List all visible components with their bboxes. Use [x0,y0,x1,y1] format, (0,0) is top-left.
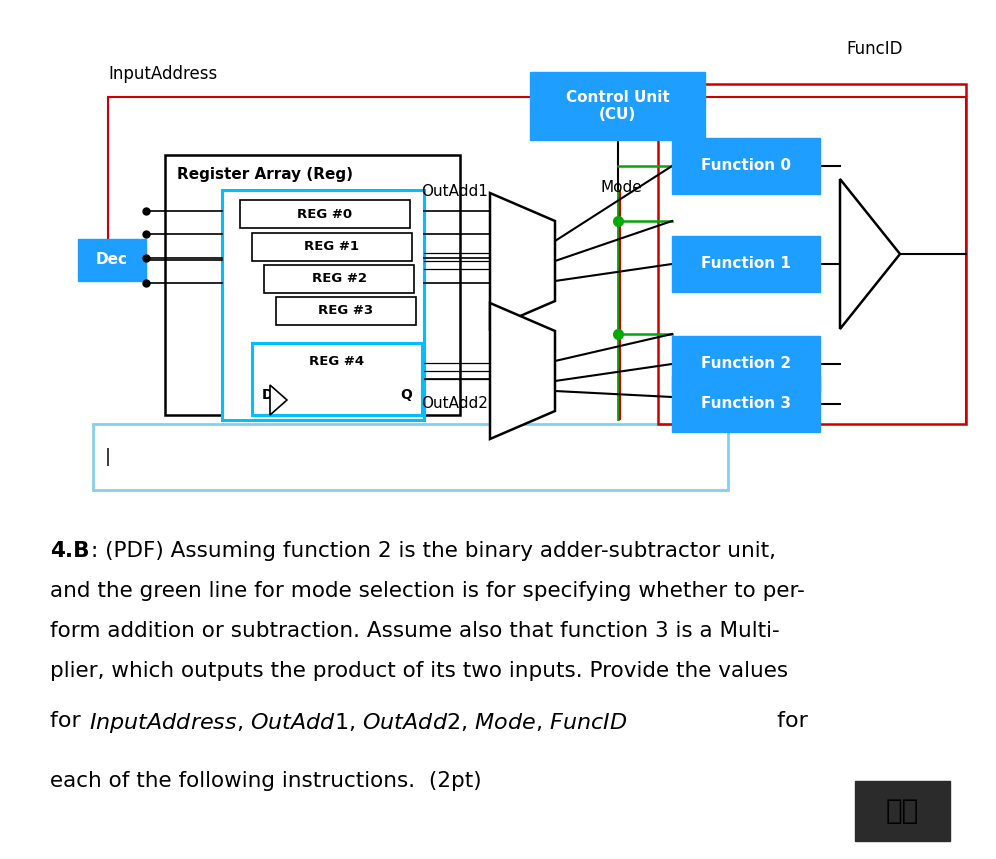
Bar [672,138,820,194]
Text: Q: Q [400,388,412,402]
Text: REG #1: REG #1 [305,241,360,253]
Text: InputAddress: InputAddress [108,65,217,83]
Text: REG #4: REG #4 [310,355,365,368]
Text: for: for [50,711,88,731]
Text: FuncID: FuncID [847,40,903,58]
Text: Function 1: Function 1 [701,257,791,271]
Text: 4.B: 4.B [50,541,90,561]
Text: Function 0: Function 0 [701,159,791,174]
Text: REG #3: REG #3 [319,304,374,318]
Bar [855,781,950,841]
Text: OutAdd2: OutAdd2 [421,395,488,411]
Bar [78,239,146,281]
Bar [530,72,705,140]
Bar [276,297,416,325]
Text: for: for [770,711,808,731]
Polygon shape [490,303,555,439]
Bar [672,336,820,392]
Bar [252,343,422,415]
Text: Function 2: Function 2 [701,356,791,371]
Text: Function 3: Function 3 [701,397,791,411]
Text: and the green line for mode selection is for specifying whether to per-: and the green line for mode selection is… [50,581,805,601]
Bar [264,265,414,293]
Polygon shape [270,385,287,415]
Bar [240,200,410,228]
Bar [672,376,820,432]
Text: D: D [262,388,274,402]
Text: Mode: Mode [600,180,641,194]
Text: 🇬🇧: 🇬🇧 [885,797,918,825]
Bar [165,155,460,415]
Text: Register Array (Reg): Register Array (Reg) [177,167,353,182]
Text: : (PDF) Assuming function 2 is the binary adder-subtractor unit,: : (PDF) Assuming function 2 is the binar… [91,541,776,561]
Bar [222,190,424,420]
Text: Control Unit
(CU): Control Unit (CU) [566,90,669,122]
Text: each of the following instructions.  (2pt): each of the following instructions. (2pt… [50,771,482,791]
Text: REG #0: REG #0 [298,208,353,221]
Text: form addition or subtraction. Assume also that function 3 is a Multi-: form addition or subtraction. Assume als… [50,621,780,641]
Bar [93,424,728,490]
Text: $\mathit{InputAddress}$, $\mathit{OutAdd1}$, $\mathit{OutAdd2}$, $\mathit{Mode}$: $\mathit{InputAddress}$, $\mathit{OutAdd… [89,711,627,735]
Polygon shape [840,179,900,329]
Polygon shape [490,193,555,329]
Bar [252,233,412,261]
Text: |: | [105,448,111,466]
Bar [658,84,966,424]
Text: OutAdd1: OutAdd1 [421,184,488,198]
Text: REG #2: REG #2 [312,272,367,285]
Bar [672,236,820,292]
Text: plier, which outputs the product of its two inputs. Provide the values: plier, which outputs the product of its … [50,661,788,681]
Text: Dec: Dec [96,253,128,267]
